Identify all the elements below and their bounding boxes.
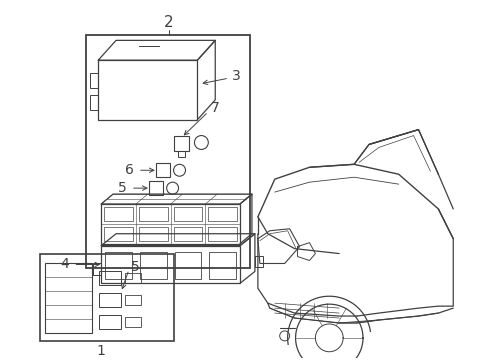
Text: 6: 6 [125,163,134,177]
Bar [208,207,237,221]
Bar [140,252,166,279]
Bar [99,271,121,285]
Bar [98,60,197,120]
Bar [40,253,173,341]
Text: 3: 3 [232,69,241,83]
Bar [101,204,240,244]
Bar [44,264,92,333]
Bar [148,181,163,195]
Bar [104,227,133,241]
Bar [155,163,169,177]
Bar [125,273,141,283]
Bar [173,227,202,241]
Text: 5: 5 [131,260,140,274]
Bar [173,136,189,152]
Bar [104,207,133,221]
Bar [173,207,202,221]
Bar [177,152,185,157]
Bar [101,246,240,283]
Text: 7: 7 [211,101,220,115]
Bar [139,227,167,241]
Bar [99,293,121,307]
Bar [125,295,141,305]
Bar [105,252,132,279]
Bar [90,95,98,110]
Bar [209,252,236,279]
Bar [174,252,201,279]
Bar [208,227,237,241]
Text: 2: 2 [163,15,173,30]
Bar [90,73,98,88]
Text: 5: 5 [118,181,127,195]
Text: 4: 4 [61,257,69,271]
Bar [139,207,167,221]
Bar [99,315,121,329]
Bar [93,264,101,275]
Text: 1: 1 [97,344,105,358]
Bar [125,317,141,327]
Bar [254,256,263,267]
Bar [86,35,249,269]
